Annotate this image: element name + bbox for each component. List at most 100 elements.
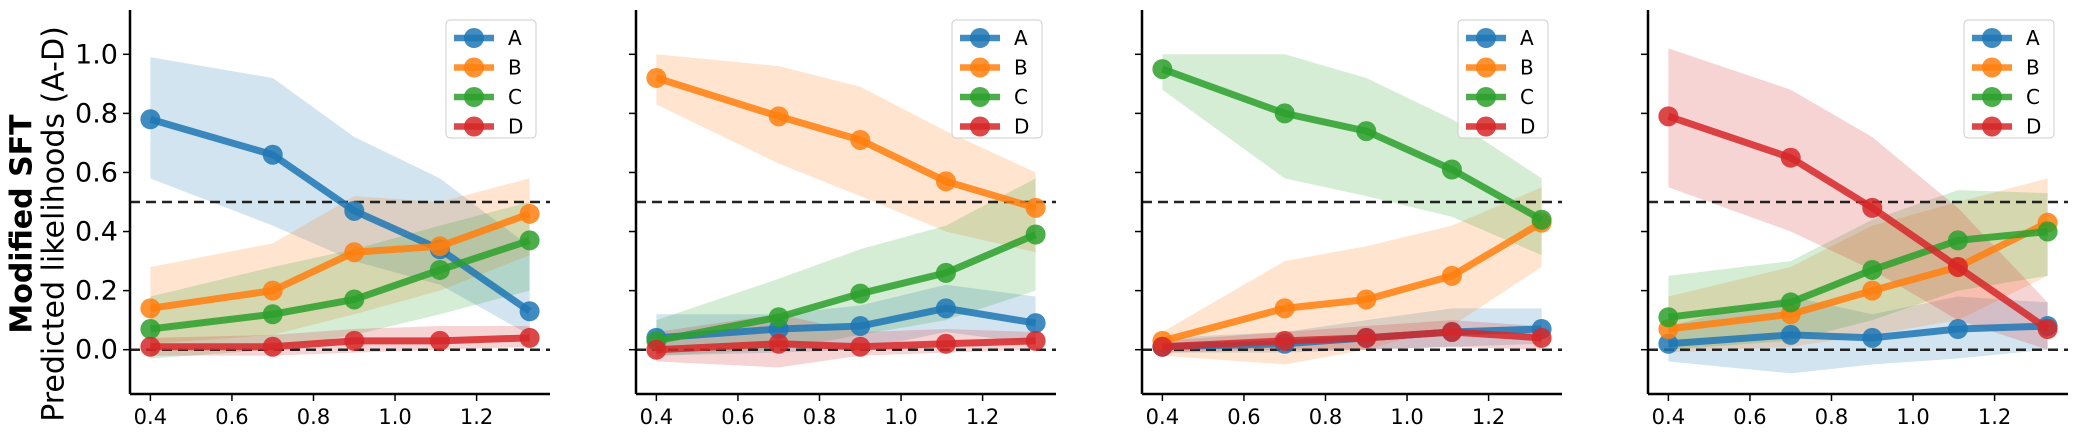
- data-point-c: [1947, 230, 1968, 251]
- x-tick-label: 0.8: [1309, 405, 1342, 429]
- legend-label-c: C: [2026, 85, 2040, 109]
- x-tick-label: 0.8: [1815, 405, 1848, 429]
- legend-label-d: D: [1014, 115, 1029, 139]
- data-point-c: [1152, 59, 1173, 80]
- data-point-a: [344, 200, 365, 221]
- data-point-a: [1862, 327, 1883, 348]
- data-point-a: [140, 109, 161, 130]
- legend-label-a: A: [508, 26, 522, 50]
- data-point-b: [429, 236, 450, 257]
- data-point-d: [1947, 256, 1968, 277]
- x-tick-label: 1.2: [1472, 405, 1505, 429]
- x-tick-label: 0.6: [1227, 405, 1260, 429]
- data-point-d: [1658, 106, 1679, 127]
- band-c: [1668, 190, 2048, 350]
- legend-marker-d: [1982, 116, 2002, 137]
- data-point-a: [1658, 333, 1679, 354]
- legend-label-d: D: [508, 115, 523, 139]
- legend-marker-d: [1476, 116, 1496, 137]
- x-tick-label: 0.4: [1652, 405, 1685, 429]
- y-tick-label: 0.8: [75, 98, 118, 129]
- x-tick-label: 1.2: [966, 405, 999, 429]
- legend-label-c: C: [508, 85, 522, 109]
- data-point-c: [1025, 224, 1046, 245]
- data-point-c: [768, 307, 789, 328]
- band-b: [1162, 187, 1542, 365]
- legend-marker-c: [464, 87, 484, 107]
- data-point-c: [850, 283, 871, 304]
- data-point-b: [646, 67, 667, 88]
- y-tick-label: 1.0: [75, 39, 118, 70]
- data-point-c: [1274, 103, 1295, 124]
- y-tick-label: 0.0: [75, 335, 118, 366]
- x-tick-label: 0.4: [640, 405, 673, 429]
- data-point-a: [519, 301, 540, 322]
- data-point-d: [519, 327, 540, 348]
- legend-box: [1457, 19, 1549, 139]
- x-tick-label: 0.6: [721, 405, 754, 429]
- x-tick-label: 1.0: [884, 405, 917, 429]
- y-tick-label: 0.4: [75, 217, 118, 248]
- x-tick-label: 1.0: [1390, 405, 1423, 429]
- data-point-b: [935, 171, 956, 192]
- data-point-c: [344, 289, 365, 310]
- x-tick-label: 1.2: [460, 405, 493, 429]
- legend-label-b: B: [1014, 56, 1028, 80]
- data-point-c: [1780, 292, 1801, 313]
- legend-label-c: C: [1014, 85, 1028, 109]
- legend-box: [951, 19, 1043, 139]
- legend-marker-b: [464, 57, 484, 78]
- x-tick-label: 1.0: [378, 405, 411, 429]
- data-point-c: [1356, 121, 1377, 142]
- legend-marker-c: [1476, 87, 1496, 107]
- legend-label-a: A: [1014, 26, 1028, 50]
- legend-label-b: B: [2026, 56, 2040, 80]
- x-tick-label: 1.2: [1978, 405, 2011, 429]
- data-point-d: [262, 336, 283, 357]
- legend-label-c: C: [1520, 85, 1534, 109]
- legend-marker-a: [464, 28, 484, 48]
- data-point-d: [1531, 327, 1552, 348]
- data-point-a: [935, 298, 956, 319]
- data-point-b: [262, 280, 283, 301]
- data-point-d: [1025, 330, 1046, 351]
- legend-marker-c: [970, 87, 990, 107]
- data-point-c: [935, 262, 956, 283]
- data-point-d: [2037, 319, 2058, 340]
- legend-label-d: D: [2026, 115, 2041, 139]
- x-tick-label: 0.4: [1146, 405, 1179, 429]
- data-point-a: [262, 144, 283, 165]
- x-tick-label: 0.4: [134, 405, 167, 429]
- legend-label-d: D: [1520, 115, 1535, 139]
- data-point-a: [1947, 319, 1968, 340]
- y-tick-label: 0.6: [75, 157, 118, 188]
- data-point-b: [850, 129, 871, 150]
- legend-label-b: B: [1520, 56, 1534, 80]
- data-point-d: [935, 333, 956, 354]
- data-point-d: [140, 336, 161, 357]
- x-tick-label: 0.8: [297, 405, 330, 429]
- data-point-b: [140, 298, 161, 319]
- legend-label-a: A: [2026, 26, 2040, 50]
- data-point-a: [850, 316, 871, 337]
- data-point-b: [1356, 289, 1377, 310]
- x-tick-label: 0.8: [803, 405, 836, 429]
- data-point-a: [1025, 313, 1046, 334]
- data-point-c: [1862, 259, 1883, 280]
- legend-marker-a: [970, 28, 990, 48]
- data-point-b: [519, 203, 540, 224]
- data-point-d: [1356, 327, 1377, 348]
- legend-marker-c: [1982, 87, 2002, 107]
- data-point-d: [850, 336, 871, 357]
- data-point-c: [519, 230, 540, 251]
- data-point-c: [262, 304, 283, 325]
- legend-marker-a: [1476, 28, 1496, 48]
- legend-marker-a: [1982, 28, 2002, 48]
- data-point-a: [1780, 324, 1801, 345]
- legend-marker-b: [1476, 57, 1496, 78]
